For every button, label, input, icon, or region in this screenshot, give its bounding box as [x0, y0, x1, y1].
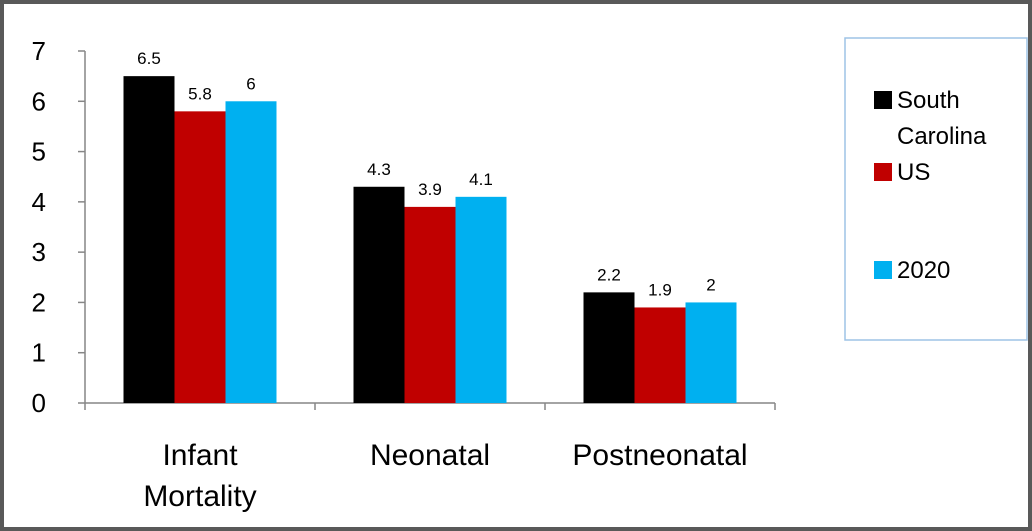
data-label: 4.1 — [469, 170, 493, 189]
bar — [174, 111, 226, 403]
legend-swatch — [874, 163, 892, 181]
data-label: 2.2 — [597, 265, 621, 284]
category-label: Neonatal — [370, 439, 490, 472]
y-tick-label: 5 — [32, 137, 46, 167]
legend-label: 2020 — [897, 257, 950, 284]
bar — [634, 307, 686, 403]
data-label: 3.9 — [418, 180, 442, 199]
data-label: 4.3 — [367, 160, 391, 179]
y-tick-label: 2 — [32, 287, 46, 317]
y-tick-label: 4 — [32, 187, 46, 217]
bar — [123, 76, 175, 404]
data-label: 1.9 — [648, 280, 672, 299]
legend-box — [844, 37, 1028, 341]
bar — [225, 101, 277, 404]
category-label: Infant — [162, 439, 238, 472]
legend-label: Carolina — [897, 123, 987, 150]
bar — [353, 186, 405, 403]
bars — [123, 76, 737, 404]
data-label: 6 — [246, 74, 255, 93]
data-label: 5.8 — [188, 84, 212, 103]
data-label: 2 — [706, 275, 715, 294]
y-tick-label: 7 — [32, 36, 46, 66]
legend: South Carolina US 2020 — [844, 37, 1028, 341]
legend-label: US — [897, 159, 930, 186]
data-labels: 6.5 5.8 6 4.3 3.9 4.1 2.2 1.9 2 — [137, 49, 716, 299]
category-label: Postneonatal — [572, 439, 747, 472]
y-tick-label: 1 — [32, 338, 46, 368]
data-label: 6.5 — [137, 49, 161, 68]
legend-swatch — [874, 261, 892, 279]
legend-swatch — [874, 91, 892, 109]
bar — [455, 196, 507, 403]
bar — [685, 302, 737, 403]
y-tick-label: 3 — [32, 237, 46, 267]
bar — [404, 206, 456, 403]
legend-label: South — [897, 87, 960, 114]
y-tick-label: 0 — [32, 388, 46, 418]
bar — [583, 292, 635, 403]
category-label: Mortality — [143, 480, 256, 513]
y-tick-label: 6 — [32, 86, 46, 116]
